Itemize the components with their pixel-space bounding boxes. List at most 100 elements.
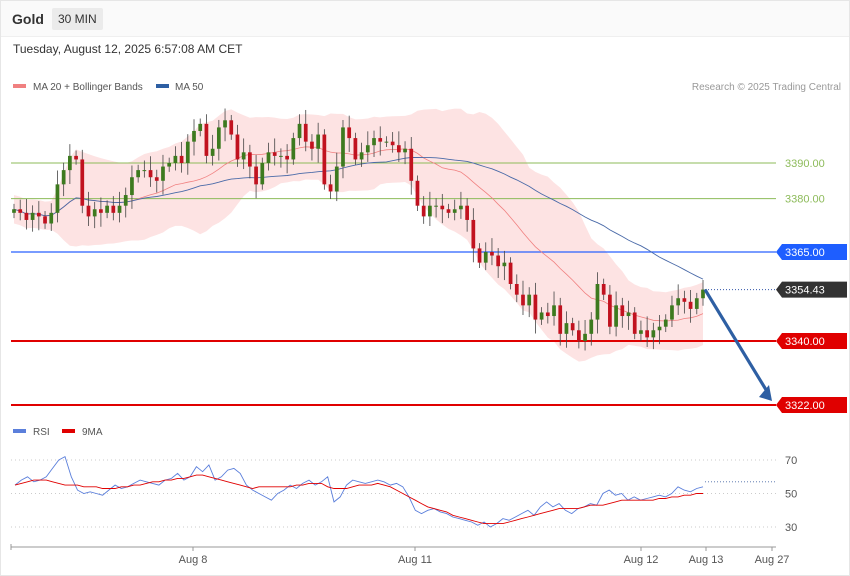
candle-body [161,166,165,181]
candle-body [595,284,600,320]
legend-label-ma20: MA 20 + Bollinger Bands [33,82,143,93]
ma50-line [13,157,704,280]
candle-body [260,163,265,185]
candle-body [372,138,376,146]
candle-body [446,209,451,213]
candle-body [74,155,78,160]
candle-body [465,205,469,220]
candle-body [185,141,190,163]
candle-body [30,212,35,220]
candle-body [620,305,625,317]
candle-body [508,262,513,284]
candle-body [403,148,407,153]
price-tag-3354.43 [776,281,847,298]
candle-body [117,205,122,213]
candle-body [428,205,432,217]
candle-body [384,141,389,143]
candle-body [99,209,103,213]
candle-body [229,120,234,135]
x-tick-label-Aug-8: Aug 8 [179,554,208,566]
candle-body [490,251,494,256]
legend-swatch-9ma [62,429,75,433]
candle-body [496,255,501,267]
x-tick-label-Aug-27: Aug 27 [755,554,790,566]
price-tag-label-3340.00: 3340.00 [785,336,825,348]
candle-body [651,330,656,338]
candle-body [552,305,556,317]
candle-body [272,152,277,156]
candle-body [365,145,370,153]
candles-group [12,108,705,351]
candle-body [223,120,227,128]
chart-timestamp: Tuesday, August 12, 2025 6:57:08 AM CET [13,42,243,56]
candle-body [539,312,544,320]
candle-body [92,209,97,217]
candle-body [148,170,153,178]
price-tag-3322.00 [776,397,847,413]
candle-body [248,152,252,167]
candle-body [192,130,196,142]
candle-body [341,127,345,167]
candle-body [434,205,438,207]
x-tick-label-Aug-12: Aug 12 [624,554,659,566]
candle-body [601,284,606,295]
candle-body [359,152,364,160]
candle-body [68,155,72,171]
candle-body [216,127,221,149]
candle-body [55,184,60,213]
candle-body [43,216,47,224]
candle-body [415,180,420,206]
rsi-line [14,455,704,528]
level-label-3390.00: 3390.00 [785,158,825,170]
candle-body [179,155,184,163]
candle-body [694,298,699,309]
candle-body [235,134,240,160]
bollinger-band-area [14,108,703,362]
candle-body [328,184,333,192]
candle-body [142,170,147,172]
forecast-arrow [703,288,770,394]
legend-swatch-ma50 [156,84,169,88]
candle-body [558,305,563,334]
candle-body [130,177,134,196]
candle-body [396,145,401,153]
candle-body [347,127,352,139]
candle-body [502,262,507,267]
candle-body [49,212,54,224]
legend-swatch-rsi [13,429,26,433]
price-tag-label-3354.43: 3354.43 [785,285,825,297]
candle-body [533,294,538,320]
price-tag-3340.00 [776,332,847,349]
candle-body [688,301,693,309]
candle-body [279,155,283,157]
candle-body [564,323,569,334]
candle-body [136,170,141,178]
candle-body [570,323,575,331]
candle-body [390,141,395,146]
candle-body [297,123,302,139]
candle-body [303,123,308,142]
candle-body [173,155,178,163]
candle-body [440,205,445,210]
candle-body [670,305,674,320]
chart-header: Gold 30 MIN [1,1,849,37]
rsi-tick-70: 70 [785,455,797,467]
candle-body [291,138,296,160]
candle-body [210,148,215,156]
candle-body [254,166,258,185]
candle-body [614,305,618,327]
candle-body [409,148,414,181]
candle-body [241,152,246,160]
instrument-title: Gold [12,11,44,27]
candle-body [111,205,116,213]
candle-body [545,312,550,317]
candle-body [316,134,321,149]
candle-body [18,209,23,213]
timeframe-button[interactable]: 30 MIN [52,8,103,30]
candle-body [527,294,532,306]
rsi-tick-30: 30 [785,522,797,534]
candle-body [353,138,358,160]
candle-body [514,284,519,295]
candle-body [86,205,91,217]
candle-body [626,312,631,317]
